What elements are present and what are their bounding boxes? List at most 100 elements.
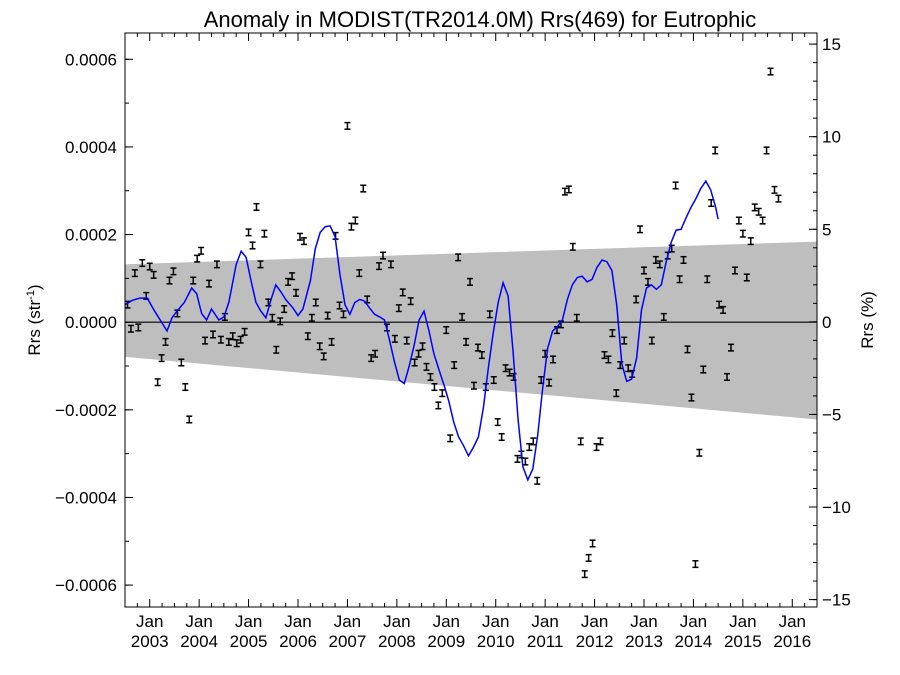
data-point	[490, 375, 497, 385]
data-point	[692, 560, 699, 569]
data-point	[135, 323, 142, 332]
y-axis-left-label-superscript: -1	[25, 290, 37, 300]
data-point	[724, 372, 731, 381]
data-point	[285, 277, 292, 286]
data-point	[403, 336, 410, 345]
data-point	[407, 297, 414, 306]
data-point	[486, 310, 493, 319]
x-tick-year: 2009	[427, 632, 465, 651]
data-point	[372, 349, 379, 358]
data-point	[411, 358, 418, 367]
y2-tick-label: 0	[822, 313, 831, 332]
data-point	[609, 329, 616, 338]
data-point	[478, 351, 485, 360]
data-point	[672, 181, 679, 190]
x-tick-year: 2003	[131, 632, 169, 651]
data-point	[419, 342, 426, 351]
x-tick-month: Jan	[729, 612, 756, 631]
data-point	[261, 229, 268, 238]
data-point	[700, 365, 707, 374]
data-point	[577, 437, 584, 446]
data-point	[641, 266, 647, 275]
data-point	[245, 228, 252, 237]
data-point	[731, 266, 738, 275]
data-point	[399, 288, 406, 297]
data-point	[684, 345, 691, 354]
smoothed-line	[124, 179, 719, 482]
y-axis-right-label: Rrs (%)	[858, 291, 877, 349]
x-tick-year: 2012	[576, 632, 614, 651]
data-point	[391, 334, 398, 343]
data-point	[585, 553, 592, 562]
data-point	[759, 216, 766, 225]
data-point	[376, 262, 383, 271]
y2-tick-label: 15	[822, 35, 841, 54]
x-tick-year: 2005	[230, 632, 268, 651]
y-tick-label: 0.0002	[65, 226, 117, 245]
data-point	[704, 275, 711, 284]
x-tick-year: 2007	[329, 632, 367, 651]
data-point	[356, 269, 363, 278]
data-point	[344, 121, 351, 130]
data-point	[743, 273, 750, 282]
data-point	[300, 237, 307, 246]
data-point	[514, 454, 521, 463]
data-point	[648, 336, 655, 345]
data-point	[320, 352, 327, 361]
data-point	[312, 298, 319, 307]
data-point	[625, 364, 632, 373]
x-tick-month: Jan	[334, 612, 361, 631]
data-point	[534, 476, 541, 485]
y2-tick-label: −5	[822, 405, 841, 424]
y-tick-label: −0.0002	[55, 401, 117, 420]
data-point	[526, 443, 533, 452]
x-tick-month: Jan	[284, 612, 311, 631]
data-point	[593, 443, 600, 452]
y-tick-label: −0.0006	[55, 576, 117, 595]
y-axis-right: 15 10 5 0 −5 −10 −15	[809, 35, 851, 610]
data-point	[727, 343, 734, 352]
data-point	[530, 437, 537, 446]
x-tick-month: Jan	[185, 612, 212, 631]
data-point	[502, 364, 509, 373]
data-point	[688, 393, 695, 402]
data-point	[146, 262, 153, 271]
x-tick-month: Jan	[630, 612, 657, 631]
data-point	[474, 343, 481, 352]
y2-tick-label: 5	[822, 220, 831, 239]
data-point	[257, 260, 264, 269]
data-point	[676, 275, 683, 284]
data-point	[637, 225, 644, 234]
data-point	[324, 311, 331, 320]
data-point	[206, 279, 213, 288]
x-tick-year: 2013	[625, 632, 663, 651]
data-point	[395, 304, 402, 313]
y-axis-left-label-text: Rrs (str	[25, 300, 44, 356]
data-point	[601, 351, 608, 360]
data-point	[712, 146, 719, 155]
x-tick-month: Jan	[531, 612, 558, 631]
x-tick-month: Jan	[383, 612, 410, 631]
data-point	[253, 202, 260, 211]
data-point	[763, 146, 770, 155]
data-point	[269, 313, 276, 322]
x-tick-month: Jan	[482, 612, 509, 631]
y-axis-left-label-close: )	[25, 284, 44, 290]
data-point	[605, 355, 612, 364]
data-point	[597, 437, 604, 446]
data-point	[178, 358, 185, 367]
data-point	[506, 368, 513, 377]
y2-tick-label: 10	[822, 128, 841, 147]
data-point	[127, 324, 134, 333]
x-tick-year: 2008	[378, 632, 416, 651]
y-axis-left-label: Rrs (str-1)	[25, 284, 44, 355]
data-point	[289, 272, 296, 281]
data-point	[431, 383, 438, 392]
data-point	[561, 187, 568, 196]
data-point	[775, 194, 782, 203]
data-point	[380, 251, 387, 260]
data-point	[747, 237, 754, 246]
data-point	[265, 298, 272, 307]
data-point	[225, 337, 232, 346]
data-point	[154, 378, 161, 387]
